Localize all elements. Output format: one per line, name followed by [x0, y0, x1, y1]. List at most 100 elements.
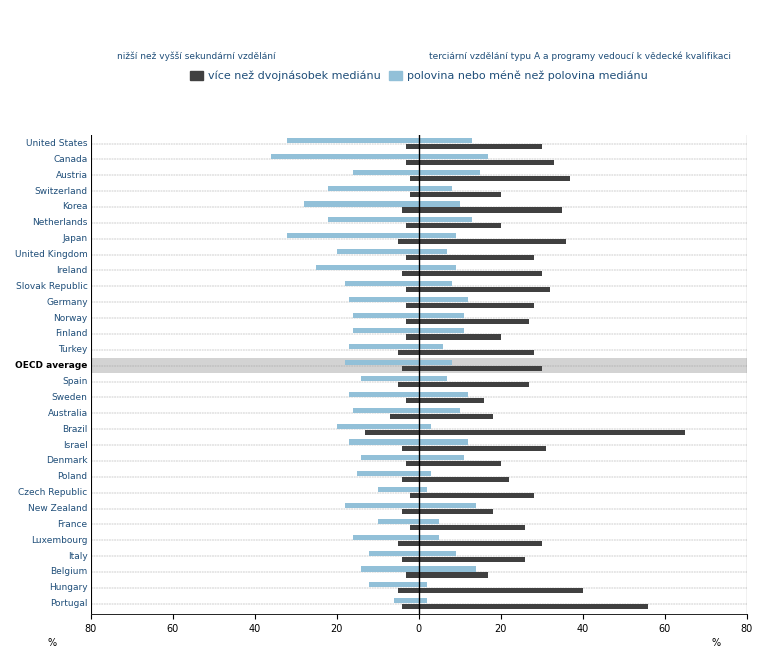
- Bar: [390, 414, 419, 419]
- Bar: [419, 175, 571, 181]
- Bar: [349, 344, 419, 350]
- Bar: [398, 239, 419, 244]
- Bar: [419, 382, 529, 387]
- Bar: [406, 318, 419, 324]
- Bar: [411, 191, 419, 197]
- Text: %: %: [48, 638, 57, 649]
- Bar: [406, 255, 419, 260]
- Bar: [419, 398, 485, 403]
- Bar: [419, 541, 541, 545]
- Bar: [304, 201, 419, 207]
- Bar: [287, 233, 419, 238]
- Bar: [419, 138, 472, 143]
- Bar: [419, 334, 501, 340]
- Bar: [419, 360, 452, 365]
- Bar: [402, 366, 419, 371]
- Bar: [353, 312, 419, 318]
- Bar: [419, 440, 468, 445]
- Bar: [419, 583, 427, 587]
- Bar: [398, 541, 419, 545]
- Bar: [369, 551, 419, 555]
- Bar: [345, 503, 419, 508]
- Bar: [419, 217, 472, 222]
- Bar: [419, 392, 468, 397]
- Bar: [419, 207, 562, 213]
- Bar: [402, 446, 419, 451]
- Bar: [419, 271, 541, 276]
- Legend: více než dvojnásobek mediánu, polovina nebo méně než polovina mediánu: více než dvojnásobek mediánu, polovina n…: [185, 66, 652, 85]
- Bar: [419, 519, 439, 524]
- Bar: [349, 392, 419, 397]
- Bar: [398, 382, 419, 387]
- Bar: [349, 440, 419, 445]
- Bar: [402, 557, 419, 561]
- Bar: [353, 535, 419, 540]
- Bar: [402, 477, 419, 483]
- Bar: [419, 281, 452, 286]
- Bar: [419, 461, 501, 467]
- Bar: [419, 144, 541, 149]
- Bar: [419, 503, 476, 508]
- Text: %: %: [711, 638, 720, 649]
- Bar: [349, 297, 419, 302]
- Bar: [419, 169, 480, 175]
- Bar: [406, 573, 419, 577]
- Bar: [419, 185, 452, 191]
- Bar: [406, 144, 419, 149]
- Bar: [402, 271, 419, 276]
- Bar: [419, 350, 534, 355]
- Bar: [398, 589, 419, 593]
- Bar: [419, 312, 464, 318]
- Bar: [406, 287, 419, 292]
- Bar: [419, 493, 534, 498]
- Bar: [378, 487, 419, 492]
- Bar: [406, 303, 419, 308]
- Bar: [419, 191, 501, 197]
- Text: nižší než vyšší sekundární vzdělání: nižší než vyšší sekundární vzdělání: [117, 52, 275, 61]
- Bar: [329, 217, 419, 222]
- Bar: [406, 334, 419, 340]
- Bar: [353, 328, 419, 334]
- Bar: [419, 535, 439, 540]
- Bar: [411, 175, 419, 181]
- Bar: [406, 461, 419, 467]
- Bar: [419, 414, 492, 419]
- Text: terciární vzdělání typu A a programy vedoucí k vědecké kvalifikaci: terciární vzdělání typu A a programy ved…: [429, 52, 731, 61]
- Bar: [406, 160, 419, 165]
- Bar: [419, 303, 534, 308]
- Bar: [419, 551, 455, 555]
- Bar: [406, 223, 419, 228]
- Bar: [419, 239, 566, 244]
- Bar: [419, 573, 488, 577]
- Bar: [398, 350, 419, 355]
- Bar: [419, 160, 554, 165]
- Bar: [419, 328, 464, 334]
- Bar: [419, 487, 427, 492]
- Bar: [419, 318, 529, 324]
- Bar: [419, 589, 583, 593]
- Bar: [361, 455, 419, 461]
- Bar: [271, 154, 419, 159]
- Bar: [419, 154, 488, 159]
- Bar: [419, 430, 685, 435]
- Bar: [419, 344, 443, 350]
- Bar: [419, 223, 501, 228]
- Bar: [419, 201, 460, 207]
- Bar: [402, 207, 419, 213]
- Bar: [361, 567, 419, 571]
- Bar: [419, 297, 468, 302]
- Bar: [419, 424, 431, 429]
- Bar: [419, 265, 455, 270]
- Bar: [419, 249, 448, 254]
- Bar: [91, 358, 746, 373]
- Bar: [345, 281, 419, 286]
- Bar: [411, 493, 419, 498]
- Bar: [378, 519, 419, 524]
- Bar: [419, 477, 509, 483]
- Bar: [329, 185, 419, 191]
- Bar: [316, 265, 419, 270]
- Bar: [411, 525, 419, 530]
- Bar: [419, 446, 546, 451]
- Bar: [419, 557, 525, 561]
- Bar: [394, 598, 419, 603]
